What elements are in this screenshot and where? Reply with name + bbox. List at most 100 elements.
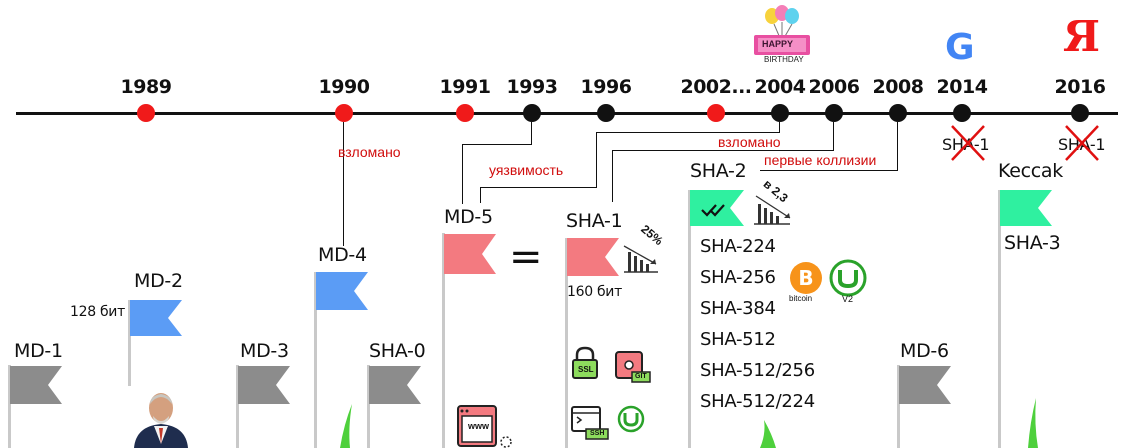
ssh-label: SSH: [590, 430, 605, 437]
flag-md2-icon: [130, 300, 182, 336]
connector-2006: [833, 122, 834, 150]
decline-chart-icon: 25%: [622, 222, 666, 274]
equals-sign: =: [509, 234, 543, 280]
dot-2004: [771, 104, 789, 122]
ssl-lock-icon: SSL: [570, 346, 600, 380]
svg-text:B: B: [798, 266, 813, 290]
utorrent-small-icon: [616, 404, 646, 434]
sha2-variant: SHA-224: [700, 236, 776, 257]
flag-sha1-icon: [567, 238, 619, 276]
utorrent-v2-caption: V2: [842, 294, 854, 304]
year-2002: 2002...: [680, 76, 752, 98]
www-browser-icon: www: [456, 404, 516, 448]
pole-sha2: [688, 190, 691, 448]
pole-sha0: [367, 365, 370, 448]
ssl-label: SSL: [578, 365, 594, 374]
label-md2: MD-2: [134, 270, 183, 292]
git-label: GIT: [635, 373, 647, 380]
dot-1996: [597, 104, 615, 122]
sha2-variant: SHA-512/224: [700, 391, 815, 412]
connector-1990-md4: [343, 122, 344, 246]
sha2-variant: SHA-512: [700, 329, 776, 350]
grass-icon: [1028, 398, 1038, 448]
year-2014: 2014: [936, 76, 988, 98]
utorrent-v2-icon: V2: [828, 258, 868, 304]
year-1996: 1996: [580, 76, 632, 98]
year-1993: 1993: [506, 76, 558, 98]
grass-icon: [340, 404, 352, 448]
connector-2004-down1: [596, 132, 597, 187]
birthday-banner: HAPPY BIRTHDAY: [752, 4, 812, 68]
label-md4: MD-4: [318, 244, 367, 266]
label-sha3: SHA-3: [1004, 232, 1061, 254]
grass-icon: [760, 420, 776, 448]
sha2-variant: SHA-512/256: [700, 360, 815, 381]
timeline-axis: [16, 112, 1118, 115]
connector-2008: [897, 122, 898, 170]
annotation-vulnerability: уязвимость: [489, 162, 564, 178]
year-1990: 1990: [318, 76, 370, 98]
pole-md6: [897, 365, 900, 448]
flag-md4-icon: [316, 272, 368, 310]
connector-2004: [779, 122, 780, 132]
dot-2006: [825, 104, 843, 122]
flag-sha3-icon: [1000, 190, 1052, 226]
label-md2-bits: 128 бит: [70, 304, 125, 320]
pole-md4: [314, 272, 317, 448]
year-2004: 2004: [754, 76, 806, 98]
pole-md1: [8, 365, 11, 448]
label-md1: MD-1: [14, 340, 63, 362]
annotation-first-collisions: первые коллизии: [764, 152, 877, 168]
year-2016: 2016: [1054, 76, 1106, 98]
label-sha1-bits: 160 бит: [567, 284, 622, 300]
year-1991: 1991: [439, 76, 491, 98]
dot-2002: [707, 104, 725, 122]
pole-md3: [236, 365, 239, 448]
dot-1993: [523, 104, 541, 122]
birthday-line2: BIRTHDAY: [764, 55, 804, 64]
connector-1993: [531, 122, 533, 144]
dot-1990: [335, 104, 353, 122]
decline-chart-sha2-icon: в 2,3: [752, 177, 800, 228]
dot-2008: [889, 104, 907, 122]
cross-2016-icon: [1065, 125, 1099, 161]
flag-sha0-icon: [369, 366, 421, 404]
flag-sha2-icon: [690, 190, 744, 226]
label-sha2: SHA-2: [690, 160, 747, 182]
flag-md1-icon: [10, 366, 62, 404]
flag-md5-icon: [444, 234, 496, 274]
connector-1993-down: [462, 144, 463, 204]
pole-sha3: [998, 190, 1001, 448]
label-md3: MD-3: [240, 340, 289, 362]
connector-2006-down: [612, 150, 613, 202]
birthday-line1: HAPPY: [762, 39, 794, 49]
year-2008: 2008: [872, 76, 924, 98]
connector-2006-h: [612, 150, 834, 151]
connector-2004-h2: [480, 187, 597, 188]
pole-md2: [128, 300, 131, 448]
dot-2016: [1071, 104, 1089, 122]
flag-md3-icon: [238, 366, 290, 404]
label-keccak: Keccak: [998, 160, 1063, 182]
bitcoin-logo-icon: B bitcoin: [788, 260, 824, 304]
label-md5: MD-5: [444, 206, 493, 228]
connector-2004-down2: [480, 187, 481, 203]
label-md6: MD-6: [900, 340, 949, 362]
yandex-logo-icon: Я: [1063, 12, 1101, 61]
year-1989: 1989: [120, 76, 172, 98]
www-label: www: [468, 421, 490, 431]
cross-2014-icon: [951, 125, 985, 161]
label-sha0: SHA-0: [369, 340, 426, 362]
portrait-photo: [128, 386, 194, 448]
connector-2008-h: [760, 170, 898, 171]
year-2006: 2006: [808, 76, 860, 98]
git-icon: GIT: [614, 350, 652, 384]
google-logo-icon: G: [945, 27, 975, 68]
annotation-hacked-1990: взломано: [338, 144, 401, 160]
ssh-terminal-icon: SSH: [570, 405, 610, 441]
connector-2004-h: [596, 132, 780, 133]
pole-md5: [442, 233, 445, 448]
connector-1993-h: [462, 144, 532, 145]
annotation-hacked-2004: взломано: [718, 134, 781, 150]
dot-2014: [953, 104, 971, 122]
